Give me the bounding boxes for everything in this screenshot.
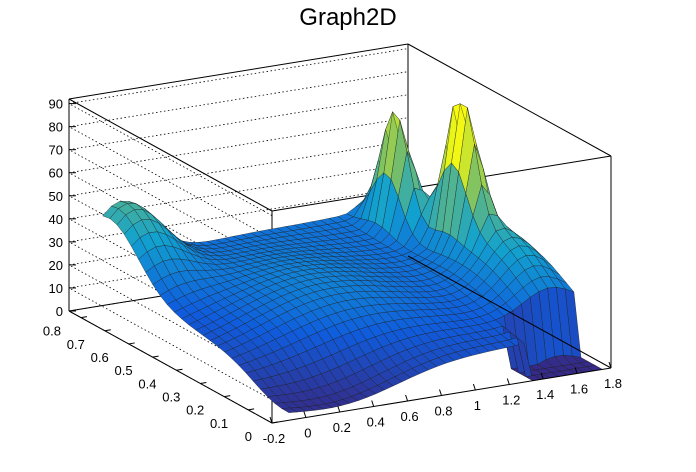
- y-tick-label: 0.6: [91, 350, 109, 365]
- x-tick: [371, 400, 375, 407]
- z-tick-label: 30: [49, 235, 63, 250]
- y-tick-label: 0.1: [210, 416, 228, 431]
- z-tick-label: 90: [49, 97, 63, 112]
- x-tick: [472, 383, 476, 391]
- z-tick-label: 60: [49, 166, 63, 181]
- x-tick-label: 0.4: [367, 415, 385, 430]
- y-tick: [104, 329, 111, 332]
- frame-edge: [68, 98, 273, 212]
- x-tick-label: -0.2: [263, 431, 285, 446]
- z-tick-label: 40: [49, 212, 63, 227]
- y-tick: [271, 421, 279, 424]
- frame-edge: [68, 310, 273, 424]
- x-tick: [405, 394, 409, 402]
- axis-ticks: -0.2 0 0.2 0.4 0.6 0.8 1 1.2 1.4 1.6 1.8 0 0.1 0.2 0.3…: [43, 97, 622, 446]
- x-tick: [540, 372, 544, 380]
- z-tick-label: 80: [49, 120, 63, 135]
- y-tick: [176, 368, 183, 371]
- x-tick: [303, 411, 307, 418]
- x-tick: [574, 367, 578, 374]
- gridline: [67, 48, 409, 216]
- frame-edge: [407, 255, 612, 369]
- x-tick-label: 0.6: [401, 409, 419, 424]
- x-tick-label: 0: [304, 426, 311, 441]
- y-tick-label: 0.5: [115, 363, 133, 378]
- y-tick: [224, 395, 231, 398]
- frame-edge: [68, 43, 409, 100]
- z-tick-label: 50: [49, 189, 63, 204]
- x-tick: [608, 361, 612, 369]
- y-tick: [200, 381, 207, 384]
- x-tick: [337, 405, 341, 413]
- x-tick-label: 1.8: [604, 376, 622, 391]
- x-tick: [506, 378, 510, 385]
- chart-title: Graph2D: [299, 4, 397, 31]
- gridline: [67, 94, 409, 263]
- x-tick-label: 1.6: [570, 382, 588, 397]
- y-tick-label: 0: [245, 429, 252, 444]
- z-tick-label: 70: [49, 143, 63, 158]
- x-tick-label: 0.8: [434, 404, 452, 419]
- surface-mesh: [102, 103, 604, 413]
- z-tick-label: 0: [56, 304, 63, 319]
- x-tick: [269, 416, 273, 424]
- x-tick-label: 0.2: [333, 420, 351, 435]
- z-tick-label: 20: [49, 258, 63, 273]
- y-tick-label: 0.2: [186, 403, 204, 418]
- gridline: [67, 71, 409, 240]
- z-tick-label: 10: [49, 281, 63, 296]
- y-tick-label: 0.7: [67, 337, 85, 352]
- y-tick: [248, 408, 255, 411]
- y-tick-label: 0.3: [162, 389, 180, 404]
- y-tick-label: 0.4: [138, 376, 156, 391]
- y-tick: [128, 342, 135, 345]
- x-tick-label: 1: [474, 398, 481, 413]
- x-tick-label: 1.4: [536, 387, 554, 402]
- y-tick: [152, 355, 159, 358]
- y-tick: [80, 316, 88, 319]
- frame-edge: [407, 43, 612, 157]
- x-tick-label: 1.2: [502, 393, 520, 408]
- y-tick-label: 0.8: [43, 324, 61, 339]
- x-tick: [439, 389, 442, 396]
